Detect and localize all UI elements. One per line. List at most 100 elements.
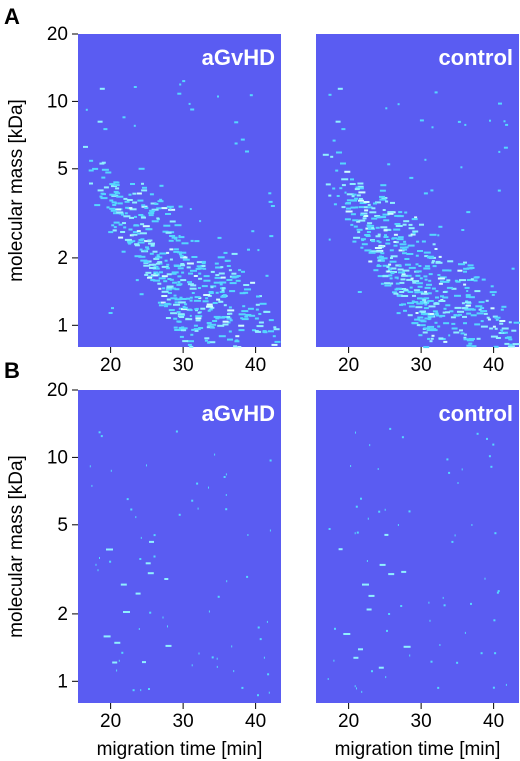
peak-mark xyxy=(224,259,231,262)
peak-mark xyxy=(189,345,194,348)
peak-mark xyxy=(111,194,119,197)
peak-mark xyxy=(407,290,411,293)
peak-mark xyxy=(500,329,504,332)
peak-mark xyxy=(257,626,260,629)
peak-mark xyxy=(440,295,444,298)
peak-mark xyxy=(226,265,231,267)
peak-mark xyxy=(415,312,419,314)
peak-mark xyxy=(190,333,194,336)
peak-mark xyxy=(247,248,250,251)
peak-mark xyxy=(401,295,409,297)
peak-mark xyxy=(369,444,371,447)
peak-mark xyxy=(459,279,466,282)
peak-mark xyxy=(399,291,405,293)
peak-mark xyxy=(507,345,515,348)
peak-mark xyxy=(235,279,241,282)
peak-mark xyxy=(420,310,426,313)
peak-mark xyxy=(428,279,432,282)
peak-mark xyxy=(228,312,233,315)
peak-mark xyxy=(448,269,452,272)
peak-mark xyxy=(170,297,178,300)
peak-mark xyxy=(368,594,375,597)
peak-mark xyxy=(164,259,168,262)
peak-mark xyxy=(115,208,122,211)
peak-mark xyxy=(380,259,385,262)
peak-mark xyxy=(426,300,430,303)
peak-mark xyxy=(509,343,513,346)
peak-mark xyxy=(188,102,191,105)
peak-mark xyxy=(206,322,212,324)
x-tick-label: 40 xyxy=(245,355,266,376)
peak-mark xyxy=(393,228,401,231)
peak-mark xyxy=(415,274,421,277)
peak-mark xyxy=(335,120,341,123)
plot-title: aGvHD xyxy=(202,401,275,426)
peak-mark xyxy=(138,239,144,241)
peak-mark xyxy=(273,326,277,329)
peak-mark xyxy=(186,297,190,300)
peak-mark xyxy=(451,540,454,543)
peak-mark xyxy=(156,207,162,210)
peak-mark xyxy=(491,293,495,296)
peak-mark xyxy=(492,686,495,689)
peak-mark xyxy=(150,202,157,205)
peak-mark xyxy=(214,276,222,279)
peak-mark xyxy=(178,253,182,256)
peak-mark xyxy=(412,322,417,325)
peak-mark xyxy=(118,223,123,226)
peak-mark xyxy=(269,235,274,238)
peak-mark xyxy=(272,335,276,338)
peak-mark xyxy=(474,323,481,326)
peak-mark xyxy=(418,334,423,337)
peak-mark xyxy=(456,661,459,664)
peak-mark xyxy=(447,260,454,263)
peak-mark xyxy=(344,191,347,194)
peak-mark xyxy=(121,213,124,216)
peak-mark xyxy=(166,298,171,301)
peak-mark xyxy=(492,325,496,328)
peak-mark xyxy=(465,294,471,297)
peak-mark xyxy=(171,272,177,275)
peak-mark xyxy=(388,613,391,615)
peak-mark xyxy=(228,269,232,272)
peak-mark xyxy=(481,278,486,281)
peak-mark xyxy=(409,286,413,289)
peak-mark xyxy=(442,596,444,599)
peak-mark xyxy=(484,577,486,580)
peak-mark xyxy=(463,270,467,273)
peak-mark xyxy=(421,300,426,303)
peak-mark xyxy=(178,236,185,239)
peak-mark xyxy=(402,252,407,255)
peak-mark xyxy=(362,583,369,586)
peak-mark xyxy=(467,264,474,267)
peak-mark xyxy=(177,275,182,278)
peak-mark xyxy=(268,691,270,694)
peak-mark xyxy=(360,212,368,215)
peak-mark xyxy=(207,341,211,344)
peak-mark xyxy=(398,211,403,214)
peak-mark xyxy=(157,261,163,264)
peak-mark xyxy=(133,124,136,127)
peak-mark xyxy=(164,578,169,580)
peak-mark xyxy=(106,206,110,209)
peak-mark xyxy=(164,305,168,308)
peak-mark xyxy=(157,282,162,285)
peak-marks xyxy=(322,87,520,349)
peak-mark xyxy=(408,234,413,237)
peak-mark xyxy=(140,259,148,262)
peak-mark xyxy=(149,267,156,269)
peak-mark xyxy=(389,249,394,252)
peak-mark xyxy=(142,225,150,228)
peak-mark xyxy=(369,211,377,214)
peak-mark xyxy=(179,254,184,257)
peak-mark xyxy=(218,272,225,275)
peak-mark xyxy=(420,320,427,323)
peak-mark xyxy=(455,280,461,283)
peak-mark xyxy=(103,635,111,638)
peak-mark xyxy=(434,321,438,324)
peak-mark xyxy=(373,269,379,272)
peak-mark xyxy=(228,306,232,309)
peak-mark xyxy=(231,645,233,648)
peak-mark xyxy=(204,339,208,342)
peak-mark xyxy=(257,694,259,697)
